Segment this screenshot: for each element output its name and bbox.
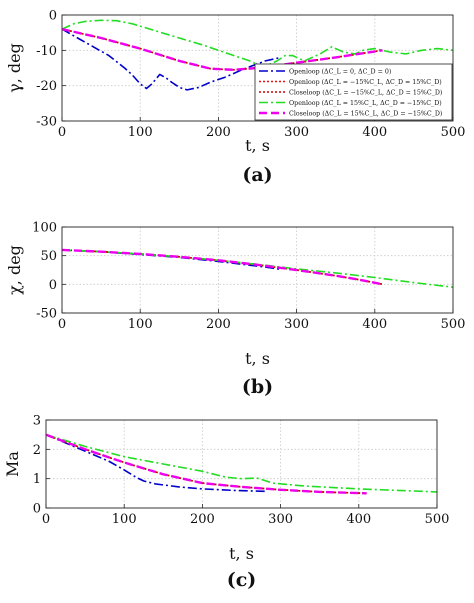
series-line-1 [62,28,282,91]
x-tick-label: 300 [284,125,309,140]
series-line-5 [62,27,383,72]
y-tick-label: -20 [36,79,57,94]
x-tick-label: 200 [190,512,215,527]
y-tick-label: -30 [36,115,57,130]
legend-entry-4: Openloop (ΔC_L = 15%C_L, ΔC_D = −15%C_D) [289,100,442,107]
legend-entry-2: Openloop (ΔC_L = −15%C_L, ΔC_D = 15%C_D) [289,79,442,86]
series-line-1 [62,249,282,271]
panel-caption: (c) [227,569,257,591]
x-axis-label: t, s [245,136,270,155]
panel-caption: (b) [242,376,273,398]
x-tick-label: 500 [425,512,450,527]
y-tick-label: 0 [49,278,57,293]
series-line-4 [62,249,453,288]
y-axis-label: Ma [3,451,22,477]
series-line-3 [46,433,367,495]
chart-panel-1: 0 100 200 300 400 500 0 -10 -20 -30 t, s γ, deg (a) O… [5,9,465,187]
x-tick-label: 400 [362,125,387,140]
y-axis-label: γ, deg [5,43,24,93]
x-tick-label: 300 [284,317,309,332]
x-tick-label: 300 [268,512,293,527]
x-tick-label: 400 [362,317,387,332]
x-tick-label: 400 [346,512,371,527]
y-tick-label: 1 [33,472,41,487]
series-line-2 [62,249,383,286]
y-tick-label: 0 [33,502,41,517]
legend-entry-1: Openloop (ΔC_L = 0, ΔC_D = 0) [289,68,391,75]
series-line-4 [46,433,437,493]
legend-entry-3: Closeloop (ΔC_L = −15%C_L, ΔC_D = 15%C_D… [289,89,442,96]
x-tick-label: 100 [128,125,153,140]
x-tick-label: 200 [206,317,231,332]
series-line-5 [62,248,383,286]
x-tick-label: 0 [58,317,66,332]
series-line-1 [46,433,266,493]
series-group [62,248,453,288]
y-tick-label: 100 [32,221,57,236]
y-tick-label: 3 [33,414,41,429]
x-tick-label: 0 [42,512,50,527]
x-axis-label: t, s [229,544,254,563]
y-tick-label: 50 [40,249,57,264]
legend: Openloop (ΔC_L = 0, ΔC_D = 0) Openloop (Δ… [254,63,453,121]
x-tick-label: 200 [206,125,231,140]
x-tick-label: 0 [58,125,66,140]
y-tick-label: -50 [36,307,57,322]
y-tick-label: 2 [33,443,41,458]
series-group [62,19,453,91]
y-tick-label: 0 [49,9,57,24]
y-axis-label: χ, deg [5,245,24,295]
panel-caption: (a) [242,164,272,186]
legend-entry-5: Closeloop (ΔC_L = 15%C_L, ΔC_D = −15%C_D… [289,110,442,117]
x-tick-label: 100 [128,317,153,332]
x-axis-label: t, s [245,349,270,368]
chart-panel-3: 0 100 200 300 400 500 3 2 1 0 t, s Ma (c) [3,414,449,592]
plot-frame [61,226,454,314]
plot-frame [45,419,438,509]
series-line-3 [62,249,383,286]
plot-frame [61,14,454,122]
series-line-5 [46,433,367,495]
series-line-2 [46,433,367,495]
legend-box [254,63,453,121]
y-tick-label: -10 [36,44,57,59]
x-tick-label: 500 [441,125,466,140]
x-tick-label: 100 [112,512,137,527]
x-tick-label: 500 [441,317,466,332]
series-group [46,433,437,495]
